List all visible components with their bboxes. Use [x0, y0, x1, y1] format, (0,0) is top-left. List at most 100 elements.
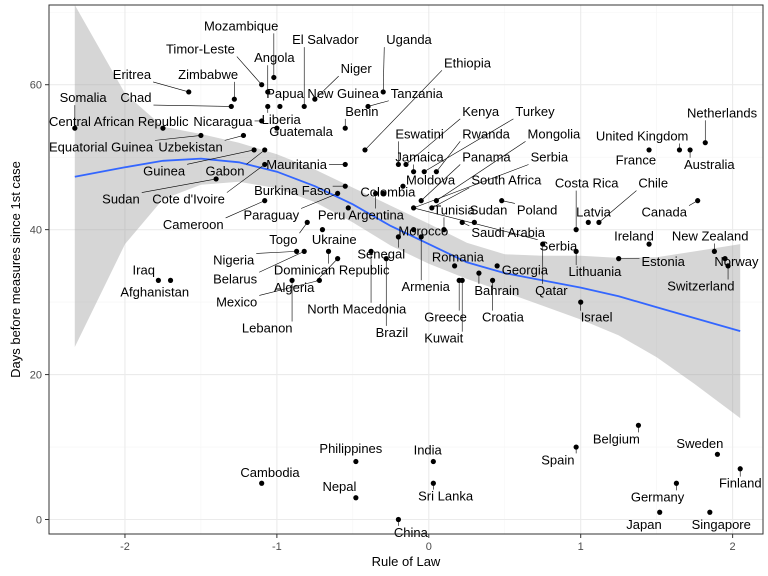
point-label: Lebanon — [242, 321, 293, 336]
y-tick-label: 40 — [30, 225, 42, 237]
point-label: Spain — [541, 452, 574, 467]
data-point — [596, 219, 602, 225]
data-point — [646, 147, 652, 153]
data-point — [410, 205, 417, 211]
point-label: Israel — [581, 310, 613, 325]
point-labels: Somalia Central African Republic Equatoria… — [49, 18, 762, 540]
data-point — [395, 161, 402, 168]
data-point — [410, 227, 417, 233]
data-point — [657, 509, 663, 515]
point-label: Nicaragua — [193, 114, 253, 129]
data-point — [265, 89, 271, 95]
data-point — [573, 248, 579, 254]
data-point — [277, 103, 283, 110]
leader-line — [259, 251, 305, 273]
point-label: Costa Rica — [555, 176, 619, 191]
point-label: Uzbekistan — [158, 139, 222, 154]
point-label: China — [394, 525, 429, 540]
point-label: Romania — [432, 250, 485, 265]
data-point — [711, 248, 717, 254]
leader-line — [224, 135, 244, 141]
leader-line — [259, 280, 320, 296]
data-point — [368, 248, 374, 254]
leader-line — [155, 135, 201, 141]
point-label: Eswatini — [395, 126, 444, 141]
point-label: Tunisia — [433, 202, 475, 217]
point-label: Eritrea — [113, 67, 152, 82]
point-label: Panama — [462, 150, 511, 165]
leader-line — [153, 104, 232, 107]
leader-line — [141, 178, 217, 193]
panel-border — [48, 4, 764, 535]
point-label: Greece — [424, 310, 467, 325]
point-label: Nepal — [322, 479, 356, 494]
trend-line-path — [74, 157, 741, 332]
point-label: Cameroon — [163, 217, 224, 232]
point-label: Bahrain — [474, 283, 519, 298]
y-tick-label: 20 — [30, 370, 42, 382]
data-point — [251, 147, 257, 153]
point-label: Senegal — [357, 247, 405, 262]
point-label: Benin — [345, 104, 378, 119]
point-label: Argentina — [348, 207, 404, 222]
point-label: North Macedonia — [307, 302, 407, 317]
point-label: Germany — [631, 489, 685, 504]
data-point — [365, 103, 371, 110]
data-point — [707, 509, 713, 515]
point-label: Sri Lanka — [418, 489, 474, 504]
data-point — [167, 277, 174, 283]
data-point — [259, 82, 265, 88]
leader-line — [300, 193, 338, 209]
point-label: Dominican Republic — [274, 263, 390, 278]
point-label: India — [414, 442, 443, 457]
x-tick-label: -2 — [120, 541, 130, 553]
point-label: Chad — [120, 90, 151, 105]
data-point — [262, 198, 268, 204]
data-point — [400, 183, 406, 189]
data-point — [383, 256, 389, 262]
point-label: Uganda — [386, 32, 432, 47]
data-point — [673, 480, 680, 486]
data-point — [345, 205, 351, 211]
point-label: Moldova — [406, 173, 456, 188]
point-label: Saudi Arabia — [471, 225, 545, 240]
data-point — [362, 147, 368, 153]
point-label: Mauritania — [266, 157, 327, 172]
point-label: Belarus — [213, 271, 258, 286]
label-leaders — [74, 33, 741, 526]
leader-line — [436, 141, 461, 172]
point-label: Norway — [714, 254, 759, 269]
leader-line — [424, 118, 514, 172]
data-point — [433, 198, 439, 204]
point-label: Poland — [517, 202, 557, 217]
data-point — [271, 74, 277, 81]
point-label: New Zealand — [672, 229, 749, 244]
data-point — [373, 190, 379, 197]
data-point — [259, 118, 265, 124]
y-axis: 0 20 40 60 — [30, 80, 49, 527]
data-point — [410, 169, 417, 175]
data-point — [430, 480, 436, 486]
point-label: Peru — [318, 207, 345, 222]
point-label: Afghanistan — [120, 284, 189, 299]
data-point — [676, 147, 683, 153]
data-point — [452, 263, 458, 269]
point-label: Georgia — [502, 263, 549, 278]
data-point — [459, 219, 465, 225]
x-tick-label: 1 — [578, 541, 584, 553]
point-label: Central African Republic — [49, 114, 189, 129]
data-point — [418, 234, 424, 240]
data-point — [494, 263, 500, 269]
point-label: Morocco — [398, 223, 448, 238]
data-point — [395, 516, 402, 523]
data-point — [476, 270, 482, 276]
point-label: Paraguay — [243, 207, 299, 222]
data-point — [325, 248, 332, 254]
data-point — [72, 125, 78, 131]
leader-line — [187, 149, 255, 165]
data-point — [304, 219, 310, 225]
data-point — [316, 277, 323, 283]
point-label: Brazil — [376, 325, 409, 340]
data-point — [213, 176, 219, 182]
leader-line — [226, 164, 265, 193]
